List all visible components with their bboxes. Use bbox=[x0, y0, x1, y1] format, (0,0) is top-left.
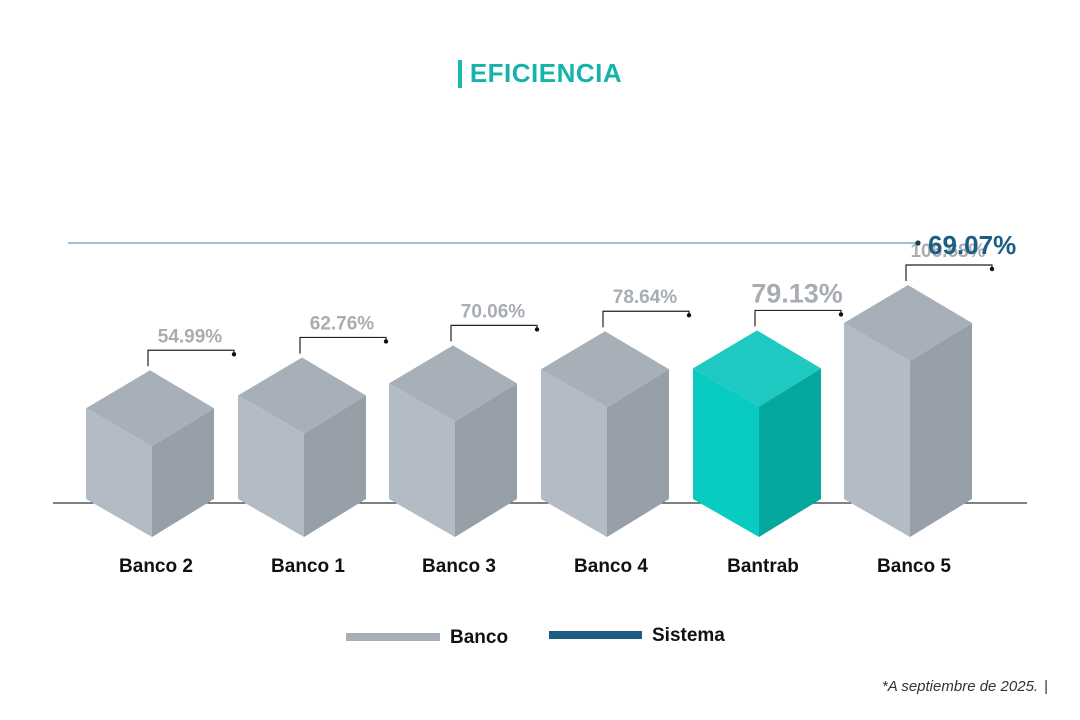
x-tick-label: Banco 5 bbox=[877, 556, 951, 577]
bar-top-face bbox=[844, 284, 972, 361]
bar-side-face bbox=[759, 368, 821, 537]
bar-side-face bbox=[455, 383, 517, 537]
legend-swatch-banco bbox=[346, 633, 440, 641]
bar-front-face bbox=[844, 322, 910, 537]
value-leader-dot bbox=[534, 327, 540, 332]
chart-title: EFICIENCIA bbox=[0, 58, 1080, 89]
data-label: 106.68% bbox=[910, 241, 985, 262]
chart-title-text: EFICIENCIA bbox=[469, 58, 623, 88]
bar-top-face bbox=[389, 345, 517, 422]
x-tick-label: Banco 2 bbox=[119, 556, 193, 577]
value-leader-line bbox=[450, 324, 538, 342]
legend-label-sistema: Sistema bbox=[652, 625, 725, 646]
legend-label-banco: Banco bbox=[450, 627, 508, 648]
bar-front-face bbox=[238, 395, 304, 537]
value-leader-dot bbox=[383, 339, 389, 344]
bar-side-face bbox=[152, 408, 214, 537]
x-tick-label: Banco 3 bbox=[422, 556, 496, 577]
x-tick-label: Banco 4 bbox=[574, 556, 648, 577]
value-leader-dot bbox=[838, 312, 844, 317]
bar-side-face bbox=[910, 322, 972, 537]
footnote-divider: | bbox=[1044, 678, 1048, 695]
bar-top-face bbox=[238, 357, 366, 434]
data-label: 70.06% bbox=[461, 301, 526, 322]
bar-front-face bbox=[693, 368, 759, 537]
bar-front-face bbox=[389, 383, 455, 537]
value-leader-line bbox=[602, 310, 690, 328]
x-tick-label: Bantrab bbox=[727, 556, 799, 577]
data-label: 54.99% bbox=[158, 326, 223, 347]
footnote-text: *A septiembre de 2025. bbox=[881, 678, 1039, 695]
legend-swatch-sistema bbox=[549, 631, 642, 639]
bar-front-face bbox=[541, 369, 607, 537]
value-leader-line bbox=[147, 349, 235, 367]
value-leader-dot bbox=[231, 352, 237, 357]
x-tick-label: Banco 1 bbox=[271, 556, 345, 577]
bar-front-face bbox=[86, 408, 152, 537]
bar-side-face bbox=[304, 395, 366, 537]
bar-top-face bbox=[693, 330, 821, 407]
data-label: 62.76% bbox=[310, 313, 375, 334]
bar-top-face bbox=[86, 370, 214, 447]
title-accent-bar bbox=[457, 59, 462, 88]
reference-line-dot bbox=[915, 240, 921, 246]
reference-line-label: 69.07% bbox=[928, 230, 1016, 260]
data-label: 78.64% bbox=[613, 287, 678, 308]
value-leader-dot bbox=[989, 266, 995, 272]
value-leader-line bbox=[754, 309, 842, 327]
data-label: 79.13% bbox=[751, 278, 843, 308]
value-leader-dot bbox=[686, 313, 692, 318]
value-leader-line bbox=[905, 264, 993, 281]
bar-side-face bbox=[607, 369, 669, 537]
bar-top-face bbox=[541, 331, 669, 408]
footnote: *A septiembre de 2025. | bbox=[882, 678, 1048, 695]
value-leader-line bbox=[299, 336, 387, 354]
